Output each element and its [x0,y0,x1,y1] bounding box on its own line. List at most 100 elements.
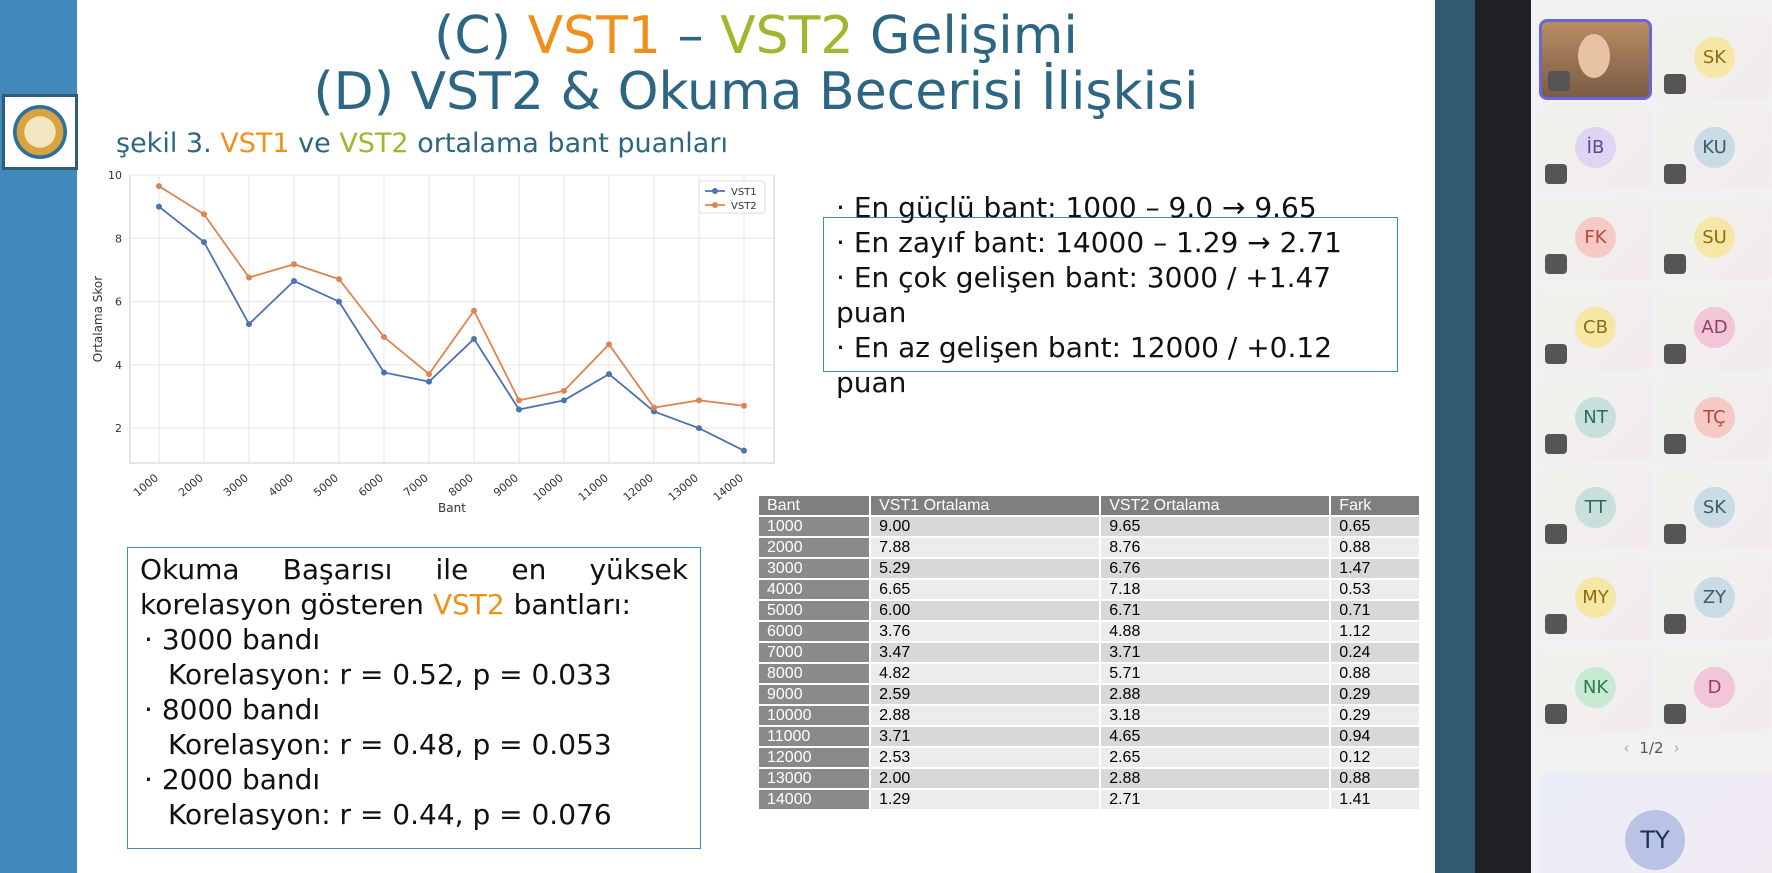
participant-avatar: TT [1575,487,1616,528]
participant-tile[interactable]: ZY [1658,559,1771,640]
next-page[interactable]: › [1673,739,1680,757]
title-part: – [677,6,704,66]
participant-avatar: KU [1694,127,1735,168]
band-item: 2000 bandı [140,762,688,797]
pagination: ‹ 1/2 › [1531,739,1772,757]
table-cell: 3.18 [1099,704,1332,727]
table-cell: 4.65 [1099,725,1332,748]
data-point [426,371,432,378]
participant-tile[interactable]: İB [1539,109,1652,190]
series-line [158,205,745,452]
speaker-tile[interactable]: TY [1539,774,1772,873]
participant-tile[interactable]: FK [1539,199,1652,280]
participant-avatar: NK [1575,667,1616,708]
table-cell: 0.53 [1329,578,1421,601]
data-point [246,274,252,281]
title-part: Gelişimi [870,6,1078,66]
table-cell: 9.00 [869,515,1102,538]
participant-tile[interactable]: D [1658,649,1771,730]
x-tick-label: 7000 [401,471,431,499]
mute-icon [1664,524,1686,544]
caption-part: VST2 [339,128,409,159]
participant-tile[interactable]: SK [1658,469,1771,550]
x-tick-label: 8000 [446,471,476,499]
table-cell: 2.88 [869,704,1102,727]
university-logo [2,94,78,170]
table-row: 5000 6.00 6.71 0.71 [756,599,1421,622]
table-cell: 0.94 [1329,725,1421,748]
data-point [201,211,207,218]
table-cell: 0.29 [1329,704,1421,727]
table-cell: 6.71 [1099,599,1332,622]
y-tick-label: 8 [115,232,122,245]
bullet-item: En az gelişen bant: 12000 / +0.12 puan [836,330,1376,400]
table-cell: 9.65 [1099,515,1332,538]
data-point [516,406,522,413]
table-row: 11000 3.71 4.65 0.94 [756,725,1421,748]
table-row: 12000 2.53 2.65 0.12 [756,746,1421,769]
table-cell: 0.88 [1329,767,1421,790]
data-point [381,334,387,341]
title-part: (C) [434,6,512,66]
table-cell: 9000 [756,683,872,706]
participant-tile[interactable]: NK [1539,649,1652,730]
caption-part: şekil 3. [116,128,212,159]
participant-avatar: SU [1694,217,1735,258]
table-cell: 2.88 [1099,767,1332,790]
participant-tile[interactable]: NT [1539,379,1652,460]
table-cell: 0.71 [1329,599,1421,622]
table-cell: 2.71 [1099,788,1332,811]
x-tick-label: 10000 [531,471,566,503]
participant-tile[interactable]: AD [1658,289,1771,370]
participant-tile[interactable]: KU [1658,109,1771,190]
data-point [516,397,522,404]
mute-icon [1545,254,1567,274]
table-row: 4000 6.65 7.18 0.53 [756,578,1421,601]
table-cell: 0.12 [1329,746,1421,769]
table-cell: 3.47 [869,641,1102,664]
table-row: 7000 3.47 3.71 0.24 [756,641,1421,664]
table-cell: 4.82 [869,662,1102,685]
table-cell: 5000 [756,599,872,622]
chart: Şekil 1. Bilinen Bantlara Göre Ortalama … [91,169,775,515]
participant-tile[interactable]: SK [1658,19,1771,100]
prev-page[interactable]: ‹ [1623,739,1630,757]
table-cell: 5.29 [869,557,1102,580]
table-header-row: Bant VST1 Ortalama VST2 Ortalama Fark [756,494,1421,517]
correlation-intro: Okuma Başarısı ile en yüksek korelasyon … [140,552,688,622]
band-item: 3000 bandı [140,622,688,657]
x-tick-label: 9000 [491,471,521,499]
data-point [606,341,612,348]
mute-icon [1664,614,1686,634]
y-axis-label: Ortalama Skor [91,276,105,362]
participant-avatar: NT [1575,397,1616,438]
data-point [156,203,162,210]
participant-tile[interactable]: TT [1539,469,1652,550]
x-tick-label: 13000 [666,471,701,503]
data-point [741,402,747,409]
participant-tile[interactable]: TÇ [1658,379,1771,460]
caption-part: VST1 [220,128,290,159]
data-point [561,387,567,394]
participant-tile[interactable]: MY [1539,559,1652,640]
mute-icon [1545,164,1567,184]
table-cell: 1.47 [1329,557,1421,580]
x-tick-label: 3000 [221,471,251,499]
title-part: VST2 [720,6,854,66]
table-cell: 3.71 [1099,641,1332,664]
bullet-list: En güçlü bant: 1000 – 9.0 → 9.65En zayıf… [836,190,1376,400]
participant-tile[interactable]: SU [1658,199,1771,280]
table-cell: 14000 [756,788,872,811]
table-cell: 2.65 [1099,746,1332,769]
x-tick-label: 4000 [266,471,296,499]
data-point [336,276,342,283]
table-cell: 8.76 [1099,536,1332,559]
data-point [696,397,702,404]
speaker-avatar: TY [1625,810,1685,870]
table-row: 2000 7.88 8.76 0.88 [756,536,1421,559]
video-tile[interactable] [1539,19,1652,100]
table-cell: 12000 [756,746,872,769]
participant-tile[interactable]: CB [1539,289,1652,370]
data-point [426,378,432,385]
table-cell: 7000 [756,641,872,664]
